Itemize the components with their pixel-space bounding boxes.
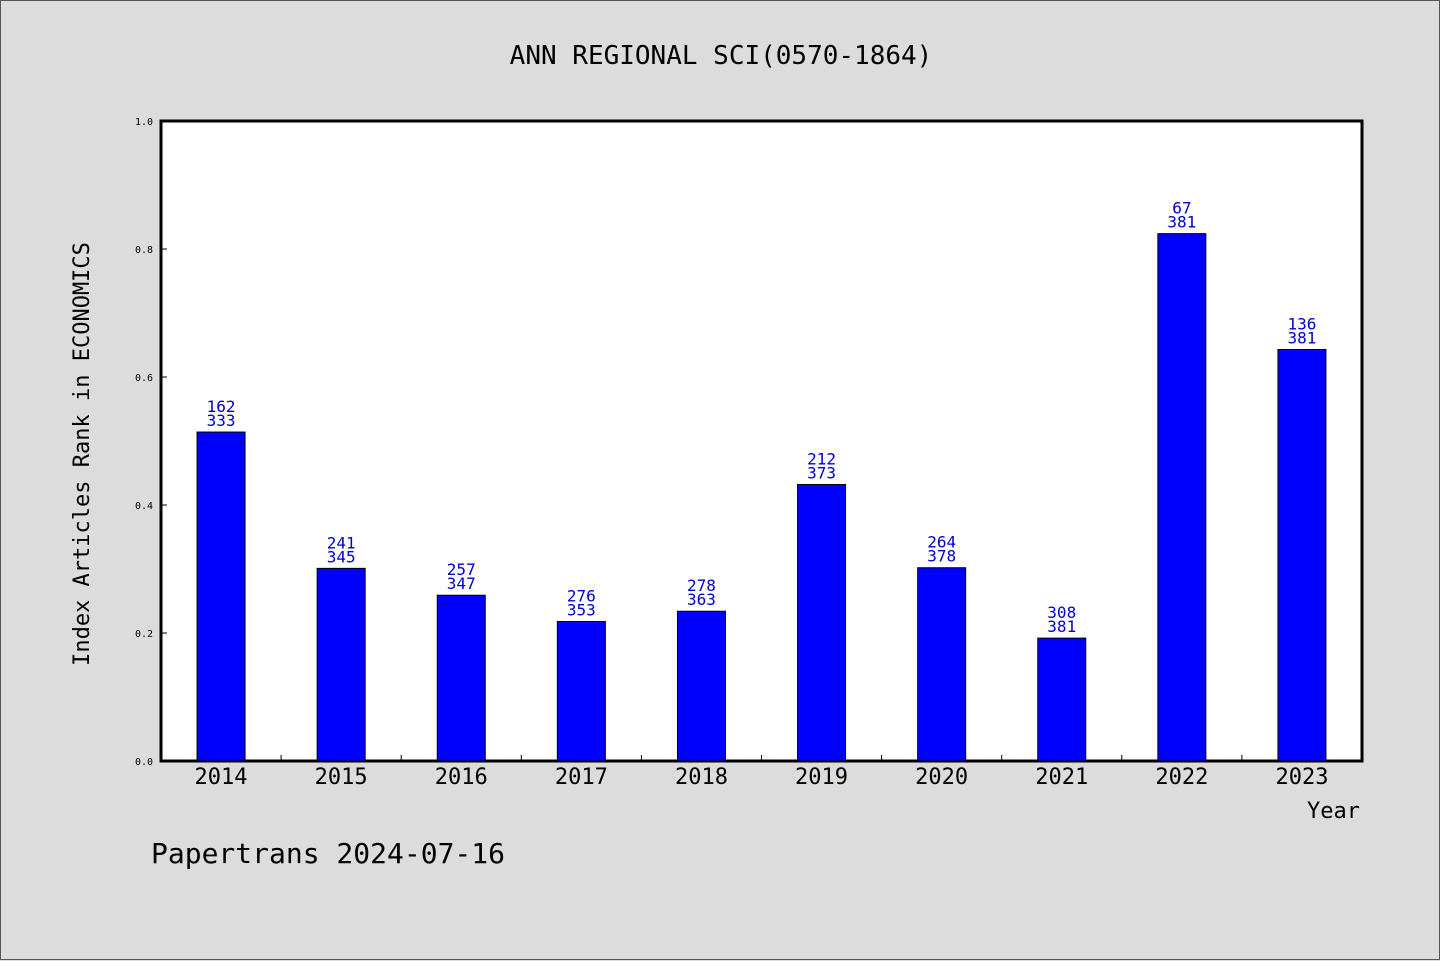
x-tick-label: 2021 [1035,765,1088,790]
bar-label-top: 308 [1047,603,1076,622]
bar-label-top: 276 [567,586,596,605]
bar-label-bottom: 363 [687,590,716,609]
bar [556,620,606,762]
bar [196,431,246,762]
y-tick-label: 0.0 [135,757,153,768]
x-tick-label: 2018 [675,765,728,790]
bar-label-bottom: 347 [447,574,476,593]
y-tick-label: 0.8 [135,245,153,256]
x-tick-label: 2015 [315,765,368,790]
y-axis: 0.0 0.2 0.4 0.6 0.8 1.0 [135,117,167,768]
footer-text: Papertrans 2024-07-16 [151,837,505,870]
x-tick-label: 2014 [195,765,248,790]
x-tick-label: 2022 [1155,765,1208,790]
bar-label-top: 241 [327,533,356,552]
y-tick-label: 0.2 [135,629,153,640]
y-tick-label: 1.0 [135,117,153,128]
bar [917,567,967,762]
chart-title: ANN REGIONAL SCI(0570-1864) [510,41,933,71]
bar-label-top: 278 [687,576,716,595]
bar-label-top: 212 [807,450,836,469]
bar-label-top: 67 [1172,199,1191,218]
bar-label-bottom: 353 [567,600,596,619]
x-tick-label: 2016 [435,765,488,790]
bar-label-top: 162 [207,397,236,416]
bar [797,484,847,762]
bars [196,233,1327,762]
bar-labels: 1623332413452573472763532783632123732643… [207,199,1317,636]
y-tick-label: 0.6 [135,373,153,384]
x-tick-label: 2023 [1275,765,1328,790]
x-tick-label: 2017 [555,765,608,790]
bar [1037,637,1087,762]
bar [436,594,486,762]
bar-label-bottom: 381 [1047,617,1076,636]
x-tick-label: 2019 [795,765,848,790]
y-tick-label: 0.4 [135,501,153,512]
bar [676,610,726,762]
bar-label-bottom: 373 [807,464,836,483]
bar-label-top: 257 [447,560,476,579]
x-axis-label: Year [1307,799,1360,824]
bar [1157,233,1207,762]
bar [316,567,366,762]
bar-label-top: 264 [927,533,956,552]
y-axis-label: Index Articles Rank in ECONOMICS [70,242,95,666]
bar-label-bottom: 381 [1287,328,1316,347]
x-tick-label: 2020 [915,765,968,790]
bar [1277,348,1327,762]
x-axis: 2014 2015 2016 2017 2018 2019 2020 2021 2022 2023 [195,755,1328,790]
bar-label-top: 136 [1287,314,1316,333]
bar-label-bottom: 378 [927,547,956,566]
bar-label-bottom: 333 [207,411,236,430]
bar-label-bottom: 345 [327,547,356,566]
bar-label-bottom: 381 [1167,213,1196,232]
